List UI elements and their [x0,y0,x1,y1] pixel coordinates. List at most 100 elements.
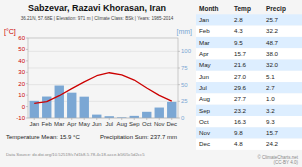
tick-label: 30 [18,69,25,75]
tick-label: 75 [181,65,188,71]
table-cell: Aug [199,95,211,102]
table-cell: Oct [199,118,209,125]
grid-line [28,51,178,52]
tick [26,83,28,84]
table-row [196,82,302,93]
tick-label: 20 [18,81,25,87]
table-cell: 15.7 [266,129,279,136]
table-cell: 5.1 [266,73,275,80]
tick-label: 0 [22,104,26,110]
table-row [196,105,302,116]
bar [142,112,151,118]
table-cell: 32.0 [266,61,279,68]
tick-label: Jun [92,121,102,127]
table-cell: 1.0 [266,95,275,102]
tick [46,118,47,120]
table-row [196,60,302,71]
tick [26,60,28,61]
tick-label: 100 [181,48,192,54]
tick-label: Dec [166,121,177,127]
bar [155,108,164,118]
table-cell: Apr [199,50,209,57]
table-cell: 27.0 [234,73,247,80]
tick [121,118,122,120]
table-cell: Mar [199,39,210,46]
table-row [196,71,302,82]
tick [178,84,180,85]
tick-label: Mar [54,121,64,127]
tick [26,38,28,39]
tick-label: -10 [16,115,25,121]
chart: Sabzevar, Razavi Khorasan, Iran 36.21N, 5… [0,0,302,167]
table-cell: 2.7 [266,84,275,91]
tick-label: Aug [116,121,127,127]
tick [59,118,60,120]
table-row [196,139,302,150]
annotation: Temperature Mean: 15.9 °C [6,134,80,140]
plot-frame [28,38,178,118]
table-row [196,37,302,48]
table-cell: 21.6 [234,61,247,68]
table-header: Precip [266,5,286,13]
grid-line [28,84,178,85]
tick-label: Oct [142,121,152,127]
table-cell: 4.3 [234,27,243,34]
bar [80,97,89,118]
axis-label: [mm] [176,28,192,36]
tick [178,101,180,102]
tick-label: 10 [18,92,25,98]
table-cell: 29.6 [234,84,247,91]
bar [130,116,139,118]
bar [55,86,64,118]
table-cell: Jul [199,84,207,91]
plot-marks [30,73,177,118]
tick-label: 25 [181,98,188,104]
tick [34,118,35,120]
table-cell: May [199,61,212,68]
table-row [196,26,302,37]
subtitle: 36.21N, 57.68E | Elevation: 971 m | Clim… [21,16,174,21]
title: Sabzevar, Razavi Khorasan, Iran [28,3,166,13]
tick-label: Apr [67,121,76,127]
table-cell: 9.8 [234,129,243,136]
table-cell: Jan [199,16,210,23]
tick-label: 50 [181,82,188,88]
tick [178,68,180,69]
annotation: Precipitation Sum: 237.7 mm [100,134,177,140]
table-cell: 48.7 [266,39,279,46]
table-cell: 32.2 [266,27,279,34]
bar [67,93,76,118]
tick-label: May [79,121,90,127]
tick [146,118,147,120]
tick [171,118,172,120]
table-cell: 4.8 [234,140,243,147]
table-cell: Sep [199,107,211,114]
table-cell: 23.2 [234,107,247,114]
tick [159,118,160,120]
annotation: © ClimateCharts.net(CC-BY 4.0) [257,154,298,166]
table-row [196,14,302,25]
tick [178,51,180,52]
tick [26,118,28,119]
table-header: Month [199,5,219,12]
table-row [196,127,302,138]
tick-label: 0 [181,115,185,121]
table-cell: 3.2 [266,107,275,114]
table-cell: 16.3 [234,118,247,125]
tick-label: Nov [154,121,165,127]
grid-line [28,68,178,69]
bar [92,115,101,118]
table-cell: 25.7 [266,16,279,23]
tick-label: Jan [29,121,39,127]
table-cell: 9.5 [234,39,243,46]
tick-label: 60 [18,35,25,41]
tick [109,118,110,120]
table-cell: 27.7 [234,95,247,102]
tick-label: Jul [105,121,113,127]
tick [178,118,180,119]
tick [84,118,85,120]
annotation-line: © ClimateCharts.net [257,154,298,160]
tick [71,118,72,120]
table-row [196,48,302,59]
table-header: Temp [234,5,251,13]
